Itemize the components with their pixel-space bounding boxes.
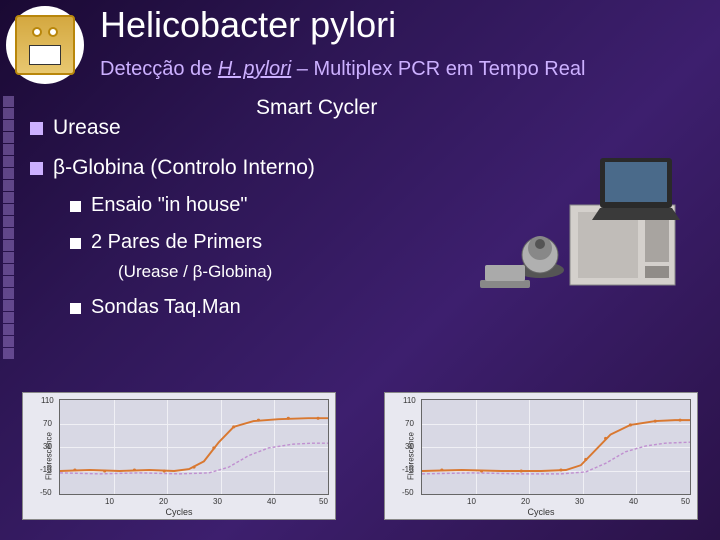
amplification-chart-left: Fluorescence Cycles 110 70 30 -10 -50 10… — [22, 392, 336, 520]
side-decoration — [3, 96, 14, 359]
bullet-globina: β-Globina (Controlo Interno) — [30, 156, 315, 180]
bullet-pares: 2 Pares de Primers — [70, 231, 315, 254]
chart-xlabel: Cycles — [527, 507, 554, 517]
slide-title: Helicobacter pylori — [100, 4, 396, 46]
chart-plot-left — [59, 399, 329, 495]
university-logo — [6, 6, 84, 84]
chart-xlabel: Cycles — [165, 507, 192, 517]
subtitle-post: – Multiplex PCR em Tempo Real — [291, 58, 585, 80]
bullet-pares-sub: (Urease / β-Globina) — [118, 262, 315, 282]
chart-plot-right — [421, 399, 691, 495]
amplification-chart-right: Fluorescence Cycles 110 70 30 -10 -50 10… — [384, 392, 698, 520]
subtitle-species: H. pylori — [218, 58, 291, 80]
subtitle-pre: Detecção de — [100, 58, 218, 80]
bullet-ensaio: Ensaio "in house" — [70, 194, 315, 217]
equipment-image — [450, 150, 690, 300]
bullet-list: Urease β-Globina (Controlo Interno) Ensa… — [30, 116, 315, 319]
bullet-sondas: Sondas Taq.Man — [70, 296, 315, 319]
slide-subtitle: Detecção de H. pylori – Multiplex PCR em… — [100, 58, 585, 81]
bullet-urease: Urease — [30, 116, 315, 140]
